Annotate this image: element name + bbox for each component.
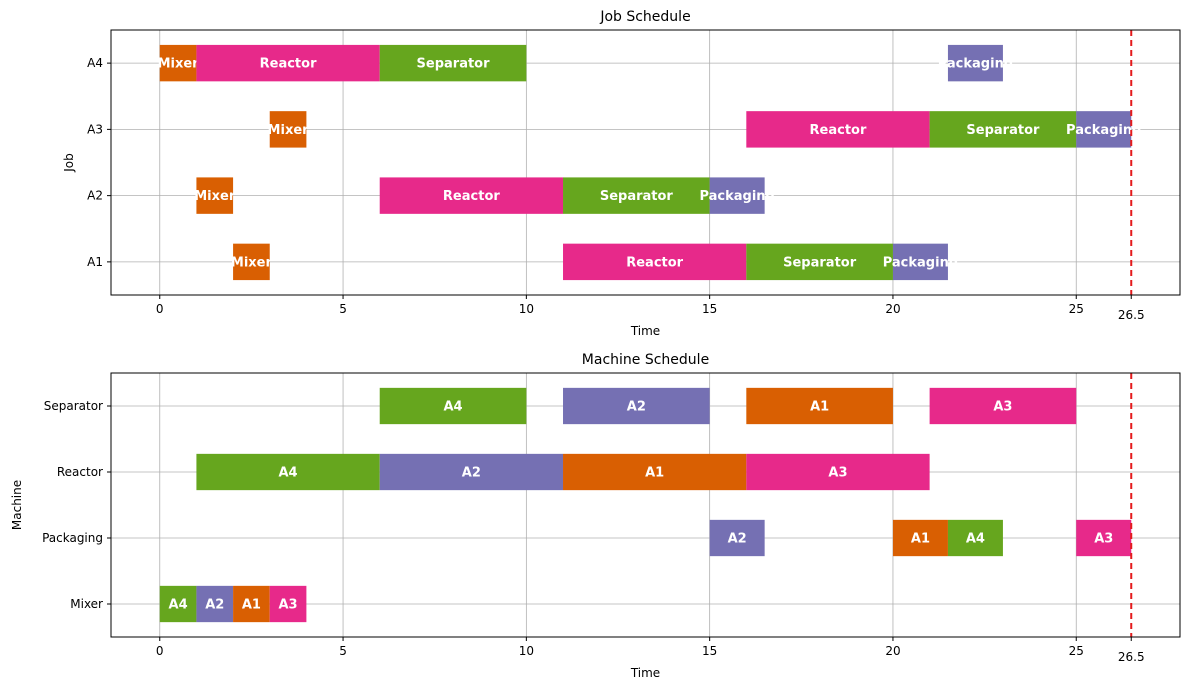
gantt-bar bbox=[947, 44, 1003, 82]
bar-label: A3 bbox=[993, 400, 1012, 415]
gantt-bar bbox=[563, 387, 710, 425]
x-tick-label: 20 bbox=[885, 644, 900, 658]
gantt-bar bbox=[233, 243, 270, 281]
gantt-bar bbox=[563, 177, 710, 214]
bar-label: A1 bbox=[810, 400, 829, 415]
y-axis-label: Machine bbox=[10, 480, 24, 530]
bar-label: Separator bbox=[966, 123, 1040, 138]
bar-label: A4 bbox=[279, 466, 298, 481]
x-axis-label: Time bbox=[630, 324, 660, 338]
gantt-bar bbox=[929, 111, 1077, 148]
gantt-bar bbox=[379, 387, 527, 425]
chart-title: Machine Schedule bbox=[582, 352, 709, 368]
x-tick-label: 25 bbox=[1069, 302, 1084, 316]
gantt-bar bbox=[709, 177, 765, 214]
gantt-bar bbox=[892, 519, 948, 557]
bar-label: A1 bbox=[911, 532, 930, 547]
gantt-bar bbox=[196, 585, 234, 623]
bar-label: A2 bbox=[205, 598, 224, 613]
bar-label: A3 bbox=[279, 598, 298, 613]
gantt-bar bbox=[947, 519, 1003, 557]
gantt-bar bbox=[379, 453, 564, 491]
chart-panel-2: A4 A2 A1 A3 A4 A2 A1 A3 A2 A1 A4 A3 A4 A2 A1 A3 0 5 10 15 20… bbox=[10, 352, 1181, 680]
gantt-bar bbox=[379, 44, 527, 82]
gantt-bar bbox=[746, 387, 893, 425]
gantt-bar bbox=[159, 585, 197, 623]
gantt-bar bbox=[159, 44, 197, 82]
y-tick-label: Mixer bbox=[70, 597, 103, 611]
gantt-bar bbox=[892, 243, 948, 281]
bar-label: Reactor bbox=[810, 123, 867, 138]
bar-label: Reactor bbox=[626, 255, 683, 270]
gantt-bar bbox=[196, 177, 234, 214]
gantt-bar bbox=[1076, 111, 1132, 148]
gantt-bar bbox=[709, 519, 765, 557]
bar-label: A3 bbox=[828, 466, 847, 481]
y-tick-label: A1 bbox=[87, 255, 103, 269]
gantt-bar bbox=[269, 111, 307, 148]
bar-label: A2 bbox=[462, 466, 481, 481]
gantt-bar bbox=[563, 243, 747, 281]
x-tick-label: 0 bbox=[156, 644, 164, 658]
x-tick-label: 25 bbox=[1069, 644, 1084, 658]
bar-label: Separator bbox=[600, 189, 674, 204]
bar-label: Reactor bbox=[443, 189, 500, 204]
bar-label: A4 bbox=[443, 400, 462, 415]
x-tick-label: 15 bbox=[702, 644, 717, 658]
gantt-bar bbox=[1076, 519, 1132, 557]
y-tick-label: Separator bbox=[44, 399, 103, 413]
bar-label: A2 bbox=[728, 532, 747, 547]
y-tick-label: A2 bbox=[87, 189, 103, 203]
x-tick-label: 5 bbox=[339, 644, 347, 658]
bar-label: A1 bbox=[242, 598, 261, 613]
bar-label: Packaging bbox=[883, 255, 958, 270]
bar-label: A4 bbox=[169, 598, 188, 613]
bar-label: Separator bbox=[783, 255, 857, 270]
bar-label: Separator bbox=[417, 57, 491, 72]
bar-label: Reactor bbox=[260, 57, 317, 72]
gantt-bar bbox=[269, 585, 307, 623]
makespan-tick-label: 26.5 bbox=[1118, 308, 1145, 322]
x-tick-label: 20 bbox=[885, 302, 900, 316]
y-tick-label: A4 bbox=[87, 56, 103, 70]
bar-label: A2 bbox=[627, 400, 646, 415]
gantt-bar bbox=[233, 585, 270, 623]
y-tick-label: A3 bbox=[87, 122, 103, 136]
y-tick-label: Reactor bbox=[57, 465, 103, 479]
bar-label: Mixer bbox=[231, 255, 273, 270]
chart-panel-1: Mixer Reactor Separator Packaging Mixer React… bbox=[62, 9, 1181, 338]
bar-label: Mixer bbox=[268, 123, 310, 138]
y-axis-label: Job bbox=[62, 153, 76, 173]
chart-title: Job Schedule bbox=[599, 9, 690, 25]
bar-label: A4 bbox=[966, 532, 985, 547]
bar-label: Packaging bbox=[1066, 123, 1141, 138]
gantt-bar bbox=[379, 177, 564, 214]
axes-frame bbox=[110, 372, 1181, 638]
bar-label: Packaging bbox=[938, 57, 1013, 72]
bar-label: Mixer bbox=[194, 189, 236, 204]
axes-frame bbox=[110, 29, 1181, 296]
x-tick-label: 0 bbox=[156, 302, 164, 316]
x-tick-label: 10 bbox=[519, 644, 534, 658]
bar-label: A1 bbox=[645, 466, 664, 481]
bar-label: A3 bbox=[1094, 532, 1113, 547]
gantt-bar bbox=[746, 243, 893, 281]
gantt-bar bbox=[746, 453, 930, 491]
gantt-bar bbox=[196, 453, 380, 491]
x-tick-label: 15 bbox=[702, 302, 717, 316]
makespan-tick-label: 26.5 bbox=[1118, 650, 1145, 664]
bar-label: Mixer bbox=[158, 57, 200, 72]
gantt-bar bbox=[563, 453, 747, 491]
gantt-bar bbox=[929, 387, 1077, 425]
bar-label: Packaging bbox=[699, 189, 774, 204]
gantt-bar bbox=[196, 44, 380, 82]
y-tick-label: Packaging bbox=[42, 531, 103, 545]
x-tick-label: 5 bbox=[339, 302, 347, 316]
gantt-bar bbox=[746, 111, 930, 148]
x-axis-label: Time bbox=[630, 666, 660, 680]
x-tick-label: 10 bbox=[519, 302, 534, 316]
